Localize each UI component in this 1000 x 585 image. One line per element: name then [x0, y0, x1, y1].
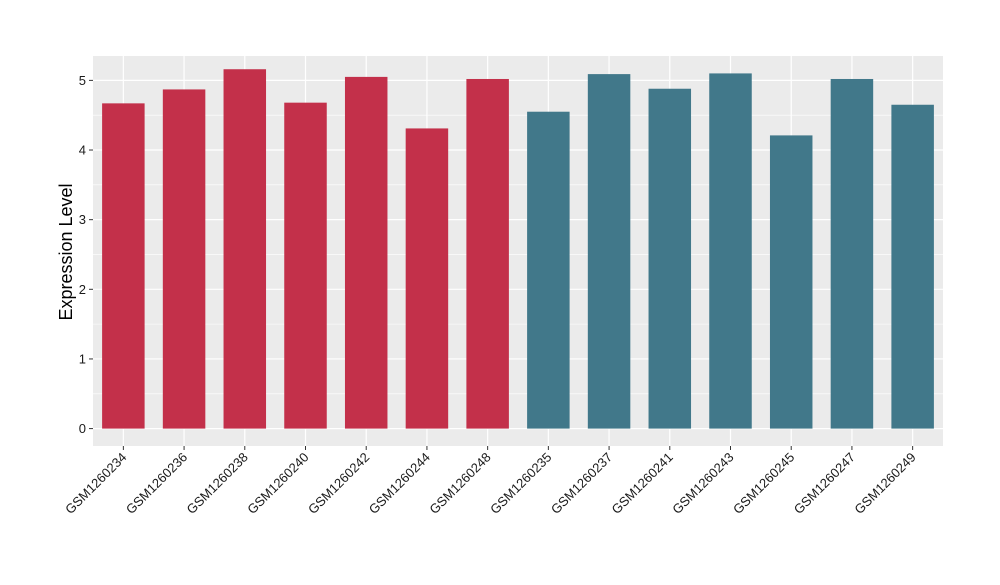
x-tick-label: GSM1260241 [609, 450, 676, 517]
x-tick-label: GSM1260247 [791, 450, 858, 517]
bar [830, 78, 874, 429]
x-tick-label: GSM1260235 [487, 450, 554, 517]
bar [284, 102, 327, 429]
x-tick-label: GSM1260237 [548, 450, 615, 517]
bar [223, 69, 267, 429]
y-tick-label: 5 [79, 73, 86, 88]
x-tick-label: GSM1260238 [184, 450, 251, 517]
y-tick-label: 1 [79, 351, 86, 366]
x-tick-label: GSM1260245 [730, 450, 797, 517]
bar [466, 78, 509, 429]
x-tick-label: GSM1260240 [244, 450, 311, 517]
bar [891, 104, 934, 429]
x-tick-label: GSM1260243 [669, 450, 736, 517]
x-tick-label: GSM1260244 [366, 450, 433, 517]
x-tick-label: GSM1260248 [426, 450, 493, 517]
y-tick-label: 0 [79, 421, 86, 436]
panel-background [93, 56, 943, 446]
bar [162, 89, 206, 429]
y-tick-label: 2 [79, 282, 86, 297]
y-tick-label: 3 [79, 212, 86, 227]
bars [102, 69, 934, 429]
x-tick-label: GSM1260236 [123, 450, 190, 517]
x-tick-label: GSM1260234 [62, 450, 129, 517]
bar [527, 111, 570, 429]
plot-panel [93, 56, 943, 446]
x-tick-label: GSM1260242 [305, 450, 372, 517]
bar [102, 103, 145, 429]
bar [405, 128, 449, 429]
x-tick-label: GSM1260249 [851, 450, 918, 517]
bar [344, 76, 388, 429]
y-tick-label: 4 [79, 143, 86, 158]
y-axis-title: Expression Level [56, 183, 76, 320]
bar [769, 135, 813, 429]
bar [709, 73, 752, 429]
bar [587, 74, 631, 429]
bar [648, 88, 692, 429]
